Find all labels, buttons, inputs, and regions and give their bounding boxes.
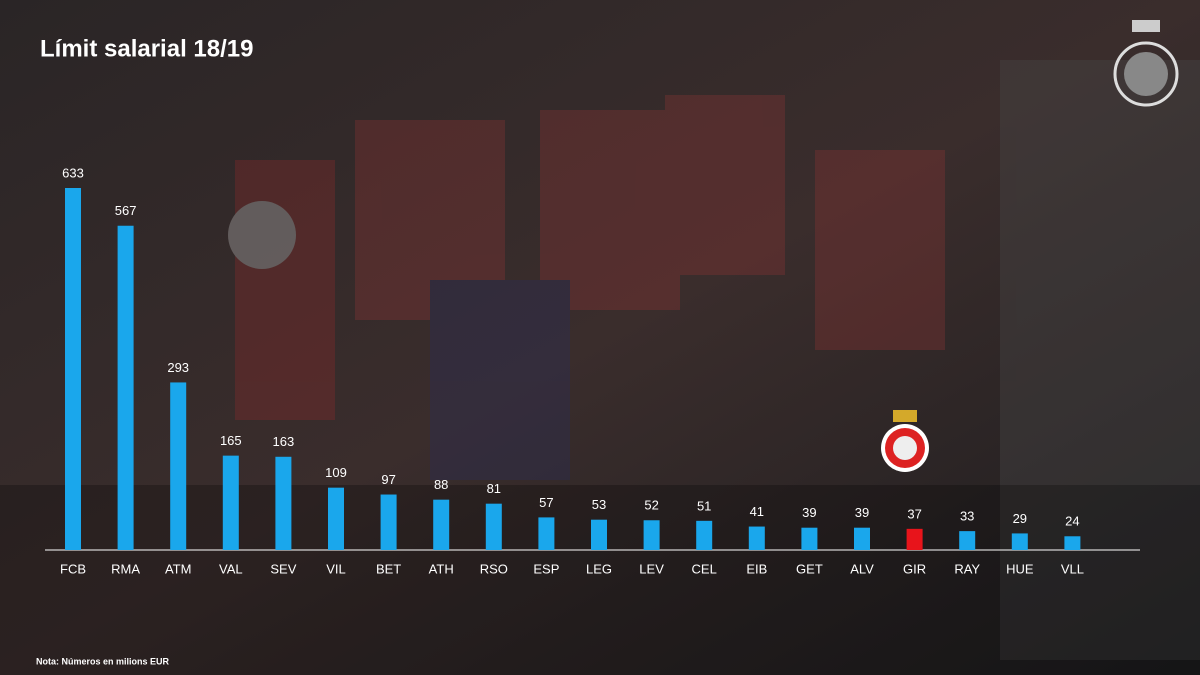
bar <box>906 528 923 550</box>
background-band <box>0 485 1200 675</box>
bar <box>854 527 870 550</box>
bar <box>65 188 81 550</box>
bar <box>222 455 239 550</box>
background-photo <box>228 60 1200 660</box>
value-label: 165 <box>220 433 242 448</box>
x-tick-label: RAY <box>954 561 980 576</box>
value-label: 57 <box>539 495 553 510</box>
x-tick-label: EIB <box>746 561 767 576</box>
x-tick-label: ALV <box>850 561 874 576</box>
value-label: 97 <box>381 472 395 487</box>
bar <box>959 531 976 550</box>
x-tick-label: RMA <box>111 561 140 576</box>
x-tick-label: SEV <box>270 561 296 576</box>
x-tick-label: VIL <box>326 561 346 576</box>
x-tick-label: LEV <box>639 561 664 576</box>
bar <box>801 527 818 550</box>
x-tick-label: RSO <box>480 561 508 576</box>
value-label: 81 <box>487 481 501 496</box>
value-label: 24 <box>1065 514 1079 529</box>
value-label: 51 <box>697 498 711 513</box>
bar <box>275 456 292 550</box>
value-label: 567 <box>115 203 137 218</box>
note: Nota: Números en milions EUR <box>36 656 170 666</box>
bar <box>433 499 450 550</box>
value-label: 39 <box>802 505 816 520</box>
value-label: 633 <box>62 165 84 180</box>
bar <box>485 503 502 550</box>
x-tick-label: ESP <box>533 561 559 576</box>
bar <box>696 520 713 550</box>
x-tick-label: BET <box>376 561 401 576</box>
bar <box>380 494 397 550</box>
value-label: 52 <box>644 498 658 513</box>
x-tick-label: HUE <box>1006 561 1034 576</box>
gir-crest <box>881 410 929 472</box>
value-label: 37 <box>907 506 921 521</box>
bar <box>117 225 134 550</box>
club-logo <box>1113 20 1179 107</box>
value-label: 39 <box>855 505 869 520</box>
x-tick-label: GIR <box>903 561 926 576</box>
x-tick-label: FCB <box>60 561 86 576</box>
value-label: 88 <box>434 477 448 492</box>
x-tick-label: GET <box>796 561 823 576</box>
x-tick-label: LEG <box>586 561 612 576</box>
bar <box>538 517 555 550</box>
value-label: 53 <box>592 497 606 512</box>
bar <box>591 519 607 550</box>
value-label: 163 <box>273 434 295 449</box>
bar <box>170 382 187 550</box>
value-label: 33 <box>960 509 974 524</box>
bar <box>748 526 765 550</box>
bar <box>328 487 344 550</box>
x-tick-label: CEL <box>692 561 717 576</box>
bar <box>643 520 660 550</box>
x-tick-label: ATH <box>429 561 454 576</box>
x-tick-label: ATM <box>165 561 191 576</box>
chart-title: Límit salarial 18/19 <box>40 35 253 62</box>
value-label: 109 <box>325 465 347 480</box>
bar <box>1064 536 1081 550</box>
value-label: 293 <box>167 360 189 375</box>
x-tick-label: VAL <box>219 561 243 576</box>
x-tick-label: VLL <box>1061 561 1084 576</box>
value-label: 29 <box>1013 511 1027 526</box>
bar <box>1011 533 1028 550</box>
value-label: 41 <box>750 504 764 519</box>
